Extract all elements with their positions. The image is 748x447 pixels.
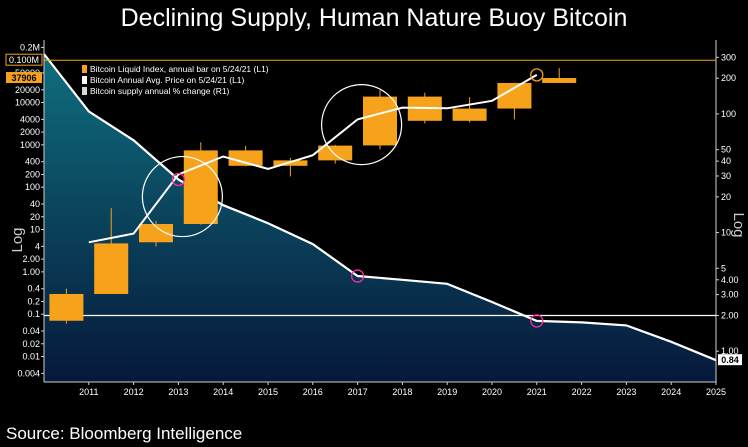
- legend-label: Bitcoin Annual Avg. Price on 5/24/21 (L1…: [90, 75, 245, 85]
- left-tick-label: 0.02: [22, 339, 40, 349]
- right-tick-label: 30: [721, 171, 731, 181]
- right-tick-label: 40: [721, 156, 731, 166]
- left-tick-label: 10000: [15, 98, 40, 108]
- left-tick-label: 0.2M: [20, 42, 40, 52]
- right-tick-label: 20: [721, 192, 731, 202]
- left-reference-label: 0.100M: [9, 55, 39, 65]
- highlight-circle-2017: [321, 84, 403, 166]
- avg-price-line: [88, 74, 538, 244]
- bar-2011: [94, 243, 129, 294]
- left-tick-label: 200: [25, 169, 40, 179]
- left-tick-label: 1000: [20, 140, 40, 150]
- x-tick-label: 2014: [213, 387, 233, 397]
- left-tick-label: 4: [35, 241, 40, 251]
- right-current-label: 0.84: [721, 355, 739, 365]
- left-tick-label: 4000: [20, 114, 40, 124]
- legend-swatch-line: [82, 76, 87, 84]
- source-note: Source: Bloomberg Intelligence: [6, 424, 243, 443]
- bar-2016: [318, 145, 353, 161]
- right-tick-label: 3.00: [721, 290, 739, 300]
- x-tick-label: 2023: [616, 387, 636, 397]
- left-tick-label: 2000: [20, 127, 40, 137]
- x-tick-label: 2020: [482, 387, 502, 397]
- left-tick-label: 10: [30, 225, 40, 235]
- marker-2021-4: [530, 314, 544, 328]
- left-tick-label: 1.00: [22, 267, 40, 277]
- x-tick-label: 2022: [572, 387, 592, 397]
- x-tick-label: 2024: [661, 387, 681, 397]
- bar-2019: [452, 108, 487, 121]
- right-tick-label: 200: [721, 73, 736, 83]
- x-tick-label: 2015: [258, 387, 278, 397]
- right-current-tag: [718, 354, 742, 366]
- left-tick-label: 100: [25, 182, 40, 192]
- x-tick-label: 2018: [392, 387, 412, 397]
- x-tick-label: 2016: [303, 387, 323, 397]
- supply-line: [43, 53, 717, 362]
- left-tick-label: 20000: [15, 85, 40, 95]
- bar-2014: [228, 150, 263, 166]
- left-tick-label: 2.00: [22, 254, 40, 264]
- x-tick-label: 2011: [79, 387, 98, 397]
- marker-2013-2: [171, 172, 186, 187]
- x-tick-label: 2013: [168, 387, 188, 397]
- marker-2021-5: [530, 68, 544, 82]
- left-tick-label: 0.2: [27, 296, 40, 306]
- left-tick-label: 0.4: [27, 284, 40, 294]
- legend-label: Bitcoin supply annual % change (R1): [90, 86, 230, 96]
- left-tick-label: 20: [30, 212, 40, 222]
- highlight-circle-2013: [141, 155, 223, 238]
- chart-title: Declining Supply, Human Nature Buoy Bitc…: [120, 4, 628, 32]
- left-reference-tag: [5, 53, 43, 66]
- x-tick-label: 2012: [124, 387, 144, 397]
- right-tick-label: 2.00: [721, 310, 739, 320]
- right-tick-label: 5: [721, 263, 726, 273]
- marker-2017-3: [350, 269, 365, 283]
- left-tick-label: 0.04: [22, 326, 40, 336]
- right-tick-label: 50: [721, 145, 731, 155]
- left-tick-label: 40: [30, 199, 40, 209]
- x-tick-label: 2019: [437, 387, 457, 397]
- bar-2013: [183, 150, 218, 225]
- bar-2012: [139, 224, 173, 243]
- legend-label: Bitcoin Liquid Index, annual bar on 5/24…: [90, 64, 269, 74]
- supply-area: [44, 54, 716, 382]
- left-current-label: 37906: [11, 73, 36, 83]
- left-tick-label: 0.01: [22, 352, 40, 362]
- left-tick-label: 400: [25, 157, 40, 167]
- left-axis-title: Log: [9, 227, 26, 252]
- right-tick-label: 10: [721, 228, 731, 238]
- x-tick-label: 2021: [527, 387, 547, 397]
- bar-2017: [363, 96, 397, 146]
- right-tick-label: 4.00: [721, 275, 739, 285]
- bar-2010: [49, 293, 84, 321]
- left-tick-label: 0.004: [17, 368, 40, 378]
- bar-2021: [542, 78, 577, 83]
- left-tick-label: 0.1: [27, 309, 40, 319]
- left-current-tag: [6, 72, 42, 84]
- right-axis-title: Log: [730, 212, 747, 237]
- right-tick-label: 300: [721, 52, 736, 62]
- right-tick-label: 100: [721, 109, 736, 119]
- legend-swatch-area: [82, 87, 87, 95]
- legend-swatch-bar: [82, 65, 87, 73]
- right-tick-label: 1.00: [721, 346, 739, 356]
- x-tick-label: 2017: [348, 387, 368, 397]
- x-tick-label: 2025: [706, 387, 726, 397]
